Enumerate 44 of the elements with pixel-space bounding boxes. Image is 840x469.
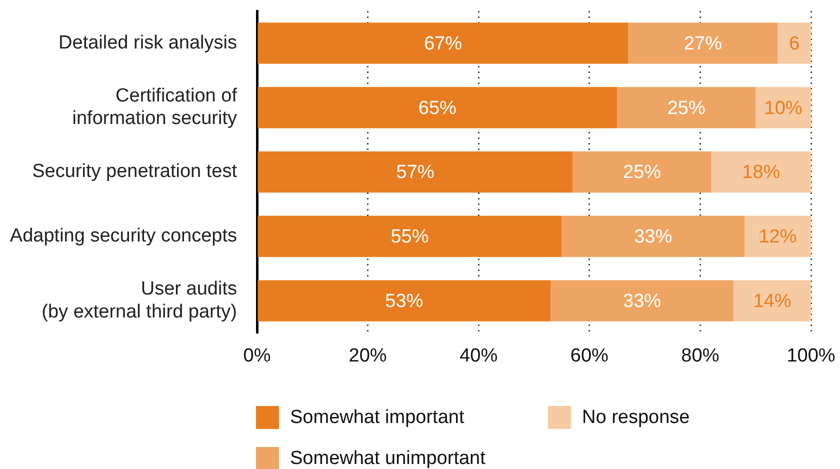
bar <box>744 216 811 258</box>
x-tick-label: 100% <box>786 346 836 367</box>
data-label: 6 <box>789 33 800 54</box>
legend-label: No response <box>582 406 690 428</box>
y-tick-label: Detailed risk analysis <box>58 32 237 54</box>
x-tick-label: 60% <box>570 346 609 367</box>
data-label: 14% <box>753 291 792 312</box>
x-tick-label: 80% <box>681 346 720 367</box>
data-label: 27% <box>684 33 722 54</box>
data-label: 12% <box>758 226 797 248</box>
x-tick-label: 40% <box>460 346 498 367</box>
data-label: 57% <box>396 162 434 184</box>
data-label: 18% <box>742 162 780 184</box>
legend-label: Somewhat important <box>290 406 464 428</box>
bar <box>258 86 618 128</box>
data-label: 53% <box>385 291 424 312</box>
data-label: 25% <box>623 162 662 184</box>
bar <box>258 280 551 322</box>
bar <box>258 22 628 64</box>
bar <box>562 216 745 258</box>
data-label: 25% <box>667 98 706 119</box>
data-label: 33% <box>634 226 672 248</box>
bar <box>258 216 562 258</box>
bar <box>628 22 778 64</box>
bar <box>572 151 712 193</box>
y-tick-label: User audits (by external third party) <box>42 278 237 322</box>
data-label: 65% <box>418 98 457 119</box>
bar <box>550 280 734 322</box>
data-label: 55% <box>390 226 429 248</box>
y-tick-label: Adapting security concepts <box>10 226 237 247</box>
legend-label: Somewhat unimportant <box>290 448 486 469</box>
bar <box>778 22 811 64</box>
data-label: 67% <box>424 33 462 54</box>
bar <box>756 86 811 128</box>
bar <box>733 280 811 322</box>
y-tick-label: Certification of information security <box>72 85 238 130</box>
bar <box>617 86 756 128</box>
data-label: 33% <box>623 291 662 312</box>
bar <box>258 151 573 193</box>
data-label: 10% <box>764 98 802 119</box>
bar <box>711 151 811 193</box>
y-tick-label: Security penetration test <box>32 161 238 182</box>
x-tick-label: 0% <box>243 346 271 367</box>
x-tick-label: 20% <box>348 346 387 367</box>
